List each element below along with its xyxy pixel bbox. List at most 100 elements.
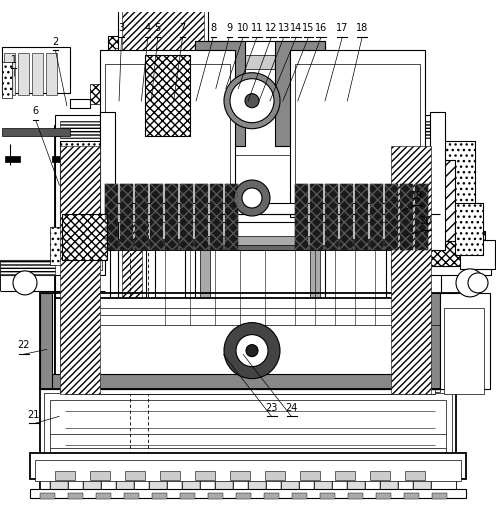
Bar — [40, 293, 460, 389]
Bar — [195, 222, 325, 308]
Bar — [120, 184, 133, 251]
Bar — [118, 136, 146, 389]
Bar — [52, 156, 67, 162]
Bar — [430, 141, 475, 236]
Bar — [347, 479, 365, 497]
Bar — [105, 184, 118, 251]
Bar — [264, 493, 279, 499]
Bar — [122, 150, 142, 394]
Bar — [60, 141, 105, 236]
Bar — [122, 7, 204, 72]
Text: 9: 9 — [226, 23, 232, 33]
Text: 4: 4 — [145, 23, 151, 33]
Bar — [370, 184, 383, 251]
Text: 20: 20 — [420, 216, 432, 226]
Bar — [108, 36, 156, 98]
Bar — [385, 184, 398, 251]
Bar — [455, 203, 483, 255]
Bar — [430, 112, 445, 251]
Bar — [55, 471, 75, 480]
Bar — [355, 184, 368, 251]
Bar — [125, 471, 145, 480]
Bar — [432, 493, 447, 499]
Bar — [355, 184, 368, 251]
Bar — [310, 184, 323, 251]
Bar — [195, 41, 245, 146]
Bar — [335, 471, 355, 480]
Bar — [100, 239, 235, 249]
Bar — [0, 260, 55, 275]
Bar — [72, 245, 102, 269]
Bar — [60, 141, 105, 236]
Bar — [415, 184, 428, 251]
Bar — [400, 184, 413, 251]
Text: 2: 2 — [53, 37, 59, 47]
Text: 18: 18 — [356, 23, 368, 33]
Text: 10: 10 — [237, 23, 249, 33]
Bar — [0, 260, 105, 275]
Bar — [295, 184, 308, 251]
Bar — [385, 184, 398, 251]
Bar — [100, 50, 235, 217]
Bar — [325, 184, 338, 251]
Bar — [100, 245, 440, 251]
Text: 17: 17 — [336, 23, 348, 33]
Bar — [428, 293, 440, 389]
Bar — [35, 460, 461, 482]
Bar — [2, 61, 12, 98]
Bar — [210, 184, 223, 251]
Bar — [96, 493, 111, 499]
Bar — [105, 184, 118, 251]
Text: 24: 24 — [286, 403, 298, 413]
Bar — [180, 184, 193, 251]
Bar — [50, 479, 68, 497]
Bar — [165, 184, 178, 251]
Bar — [180, 184, 193, 251]
Bar — [124, 493, 139, 499]
Bar — [55, 115, 441, 136]
Text: 1: 1 — [11, 55, 17, 64]
Bar — [60, 121, 436, 138]
Bar — [100, 311, 440, 317]
Bar — [290, 306, 425, 315]
Bar — [90, 84, 108, 103]
Circle shape — [230, 79, 274, 123]
Bar — [32, 53, 43, 95]
Circle shape — [246, 345, 258, 357]
Bar — [44, 393, 452, 466]
Bar — [246, 146, 260, 153]
Bar — [160, 471, 180, 480]
Bar — [135, 184, 148, 251]
Bar — [108, 36, 156, 98]
Bar — [295, 184, 308, 251]
Text: 22: 22 — [17, 340, 30, 350]
Bar — [225, 184, 238, 251]
Bar — [310, 184, 323, 251]
Bar — [348, 493, 363, 499]
Bar — [120, 184, 133, 251]
Bar — [325, 184, 338, 251]
Bar — [430, 231, 485, 266]
Bar — [425, 160, 455, 241]
Bar — [430, 141, 475, 236]
Bar — [242, 96, 262, 125]
Text: 16: 16 — [315, 23, 327, 33]
Bar — [30, 453, 466, 479]
Bar — [55, 126, 110, 389]
Circle shape — [224, 322, 280, 379]
Bar — [404, 493, 419, 499]
Bar — [248, 479, 266, 497]
Bar — [386, 126, 441, 389]
Bar — [391, 260, 491, 275]
Bar — [415, 184, 428, 251]
Bar — [60, 308, 440, 392]
Bar — [30, 489, 466, 499]
Text: 6: 6 — [33, 106, 39, 116]
Text: 14: 14 — [290, 23, 302, 33]
Bar — [46, 53, 57, 95]
Bar — [400, 184, 413, 251]
Bar — [40, 456, 460, 470]
Text: 8: 8 — [210, 23, 216, 33]
Bar — [320, 493, 335, 499]
Circle shape — [13, 271, 37, 295]
